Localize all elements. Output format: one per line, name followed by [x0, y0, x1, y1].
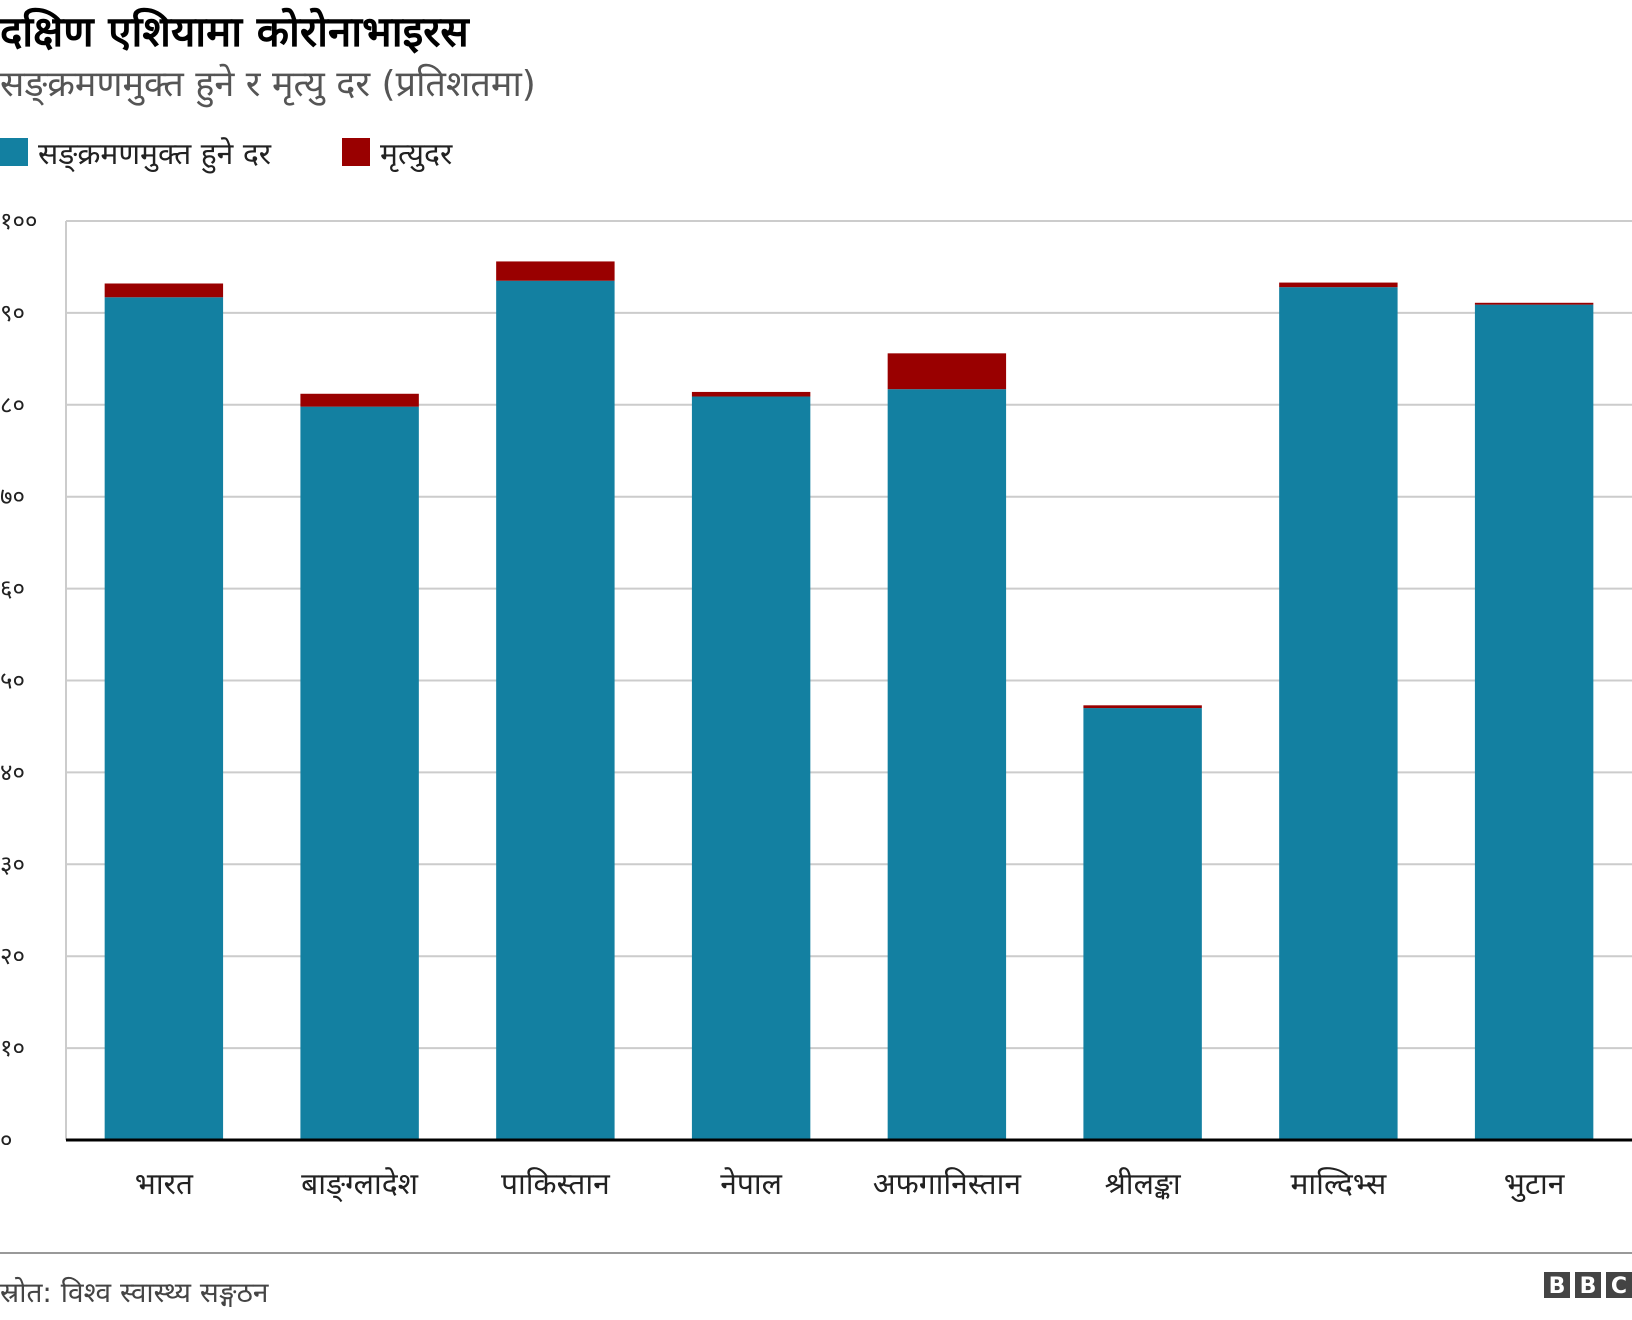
legend-label-death: मृत्युदर — [380, 137, 453, 173]
x-tick-label: माल्दिभ्स — [1290, 1167, 1387, 1202]
legend-label-recovered: सङ्क्रमणमुक्त हुने दर — [38, 137, 272, 174]
y-tick-label: ५० — [0, 667, 25, 695]
bar-death-7 — [1474, 302, 1594, 305]
bar-recovered-6 — [1279, 287, 1398, 1141]
y-tick-label: ८० — [0, 391, 25, 419]
bar-recovered-2 — [496, 280, 615, 1140]
chart-title: दक्षिण एशियामा कोरोनाभाइरस — [0, 7, 470, 56]
x-axis-labels: भारत बाङ्ग्लादेश पाकिस्तान नेपाल अफगानिस्तान… — [135, 1167, 1566, 1203]
x-tick-label: बाङ्ग्लादेश — [301, 1167, 418, 1202]
y-tick-label: ० — [0, 1126, 12, 1154]
x-tick-label: नेपाल — [720, 1167, 782, 1202]
legend-swatch-death — [342, 138, 370, 166]
x-tick-label: पाकिस्तान — [501, 1167, 611, 1202]
svg-text:B: B — [1580, 1274, 1597, 1299]
bar-recovered-3 — [691, 396, 811, 1140]
y-tick-label: ६० — [0, 575, 25, 603]
x-tick-label: श्रीलङ्का — [1105, 1167, 1182, 1202]
svg-text:B: B — [1549, 1274, 1566, 1299]
bar-death-2 — [496, 261, 615, 281]
x-tick-label: भुटान — [1504, 1167, 1566, 1203]
svg-text:C: C — [1611, 1274, 1627, 1299]
bar-recovered-5 — [1083, 708, 1202, 1140]
bbc-logo: B B C — [1544, 1272, 1632, 1299]
bar-death-4 — [887, 353, 1007, 390]
chart-subtitle: सङ्क्रमणमुक्त हुने र मृत्यु दर (प्रतिशतम… — [0, 63, 536, 108]
legend-swatch-recovered — [0, 138, 28, 166]
bar-death-5 — [1083, 705, 1202, 709]
y-tick-label: २० — [0, 942, 25, 970]
y-tick-label: १०० — [0, 207, 37, 235]
legend: सङ्क्रमणमुक्त हुने दर मृत्युदर — [0, 137, 453, 174]
bar-death-1 — [300, 393, 419, 407]
bar-recovered-0 — [104, 297, 224, 1141]
bar-death-0 — [104, 283, 224, 298]
x-tick-label: भारत — [135, 1167, 194, 1202]
bar-death-3 — [691, 391, 811, 397]
y-axis-ticks: ० १० २० ३० ४० ५० ६० ७० ८० ९० १०० — [0, 207, 37, 1154]
bar-recovered-7 — [1474, 304, 1594, 1140]
y-tick-label: १० — [0, 1034, 25, 1062]
y-tick-label: ३० — [0, 850, 25, 878]
bars — [104, 261, 1594, 1141]
bar-recovered-1 — [300, 406, 419, 1140]
y-tick-label: ४० — [0, 758, 25, 786]
source-note: स्रोत: विश्व स्वास्थ्य सङ्गठन — [0, 1276, 269, 1309]
x-tick-label: अफगानिस्तान — [873, 1167, 1023, 1202]
y-tick-label: ९० — [0, 299, 25, 327]
bar-recovered-4 — [887, 389, 1007, 1140]
y-tick-label: ७० — [0, 483, 25, 511]
bar-death-6 — [1279, 282, 1398, 288]
